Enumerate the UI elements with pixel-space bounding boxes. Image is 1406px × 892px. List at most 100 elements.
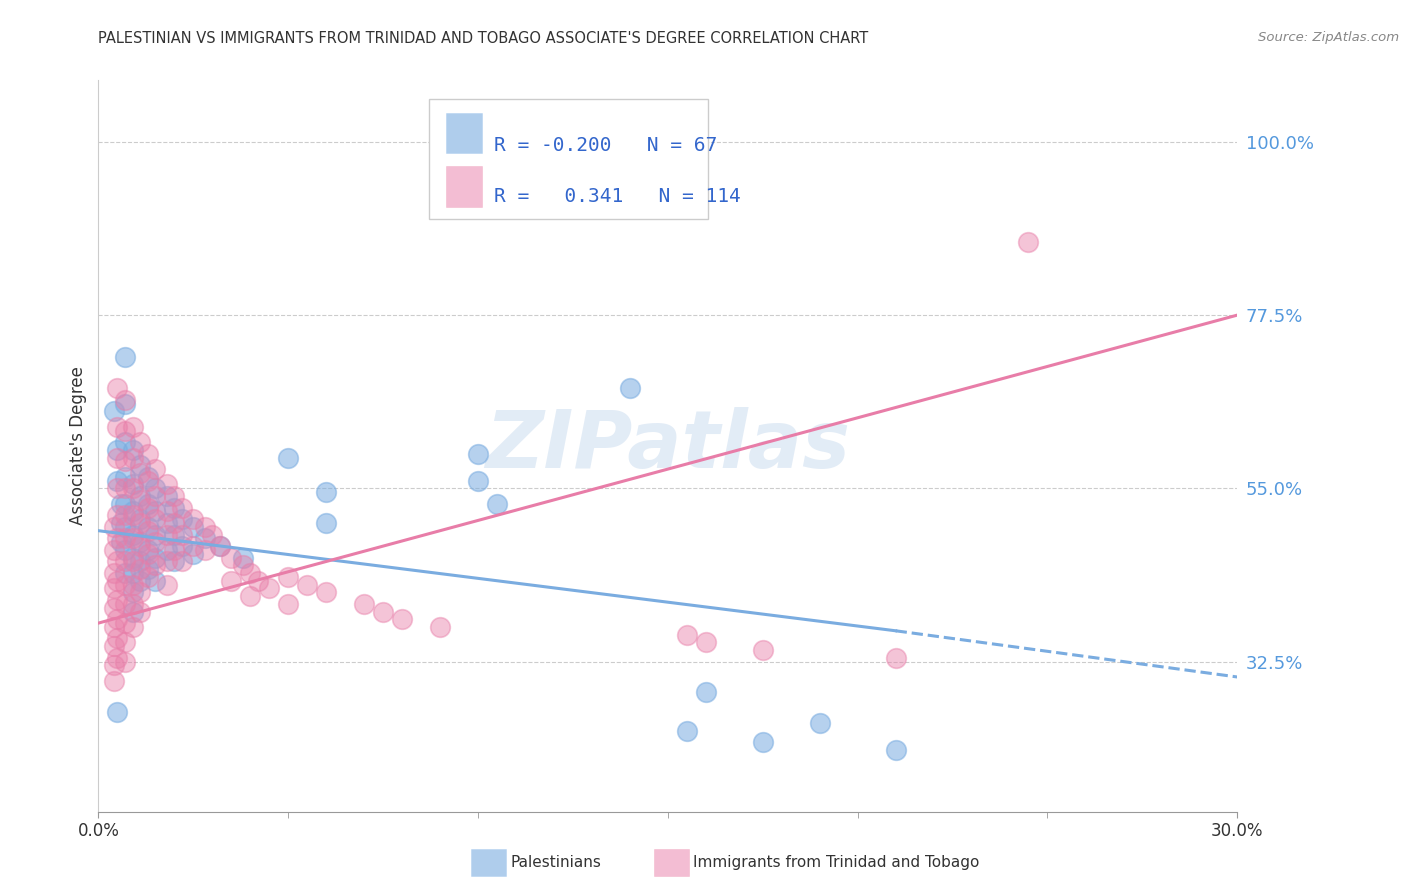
Point	[156, 577, 179, 591]
Point	[136, 543, 159, 558]
Point	[136, 500, 159, 515]
Point	[156, 516, 179, 530]
Point	[114, 351, 136, 365]
Text: R = -0.200   N = 67: R = -0.200 N = 67	[494, 136, 717, 155]
Point	[103, 673, 125, 688]
Point	[107, 532, 129, 546]
Point	[103, 404, 125, 418]
Point	[752, 643, 775, 657]
Point	[145, 574, 167, 588]
Point	[156, 543, 179, 558]
Point	[183, 547, 205, 561]
Point	[121, 577, 143, 591]
Point	[136, 497, 159, 511]
Point	[246, 574, 269, 588]
Point	[107, 612, 129, 626]
Point	[221, 550, 243, 565]
Point	[121, 605, 143, 619]
Y-axis label: Associate's Degree: Associate's Degree	[69, 367, 87, 525]
Point	[277, 597, 299, 611]
Point	[129, 574, 152, 588]
Point	[103, 543, 125, 558]
Point	[129, 466, 152, 480]
Point	[232, 558, 254, 573]
Point	[208, 539, 231, 553]
Point	[129, 562, 152, 576]
Point	[170, 539, 193, 553]
Point	[107, 574, 129, 588]
Point	[121, 419, 143, 434]
Point	[467, 447, 489, 461]
Point	[103, 566, 125, 580]
Point	[107, 474, 129, 488]
Point	[156, 527, 179, 541]
Point	[121, 527, 143, 541]
Point	[136, 520, 159, 534]
Point	[315, 485, 337, 500]
Point	[194, 543, 217, 558]
Point	[103, 658, 125, 673]
Point	[194, 532, 217, 546]
Point	[121, 566, 143, 580]
Point	[129, 489, 152, 503]
Point	[129, 585, 152, 599]
Point	[221, 574, 243, 588]
Point	[121, 477, 143, 491]
Point	[107, 381, 129, 395]
Point	[136, 470, 159, 484]
Point	[156, 489, 179, 503]
Point	[107, 419, 129, 434]
Point	[676, 723, 699, 738]
Point	[136, 570, 159, 584]
Point	[163, 500, 186, 515]
Point	[114, 616, 136, 631]
Point	[129, 512, 152, 526]
Point	[107, 508, 129, 523]
Point	[201, 527, 224, 541]
Point	[129, 535, 152, 549]
Point	[121, 550, 143, 565]
Point	[107, 554, 129, 568]
Point	[129, 516, 152, 530]
Point	[145, 489, 167, 503]
Point	[103, 639, 125, 653]
Point	[114, 532, 136, 546]
Point	[114, 454, 136, 468]
Point	[297, 577, 319, 591]
Point	[121, 532, 143, 546]
Point	[121, 585, 143, 599]
Point	[107, 481, 129, 495]
Point	[114, 424, 136, 438]
Point	[129, 539, 152, 553]
Bar	[446, 166, 482, 207]
Point	[145, 504, 167, 518]
Bar	[446, 113, 482, 153]
Point	[107, 593, 129, 607]
Point	[808, 716, 831, 731]
Point	[103, 600, 125, 615]
Point	[277, 450, 299, 465]
Point	[145, 535, 167, 549]
Point	[103, 620, 125, 634]
Point	[170, 500, 193, 515]
Point	[695, 685, 717, 699]
Point	[194, 520, 217, 534]
Point	[114, 481, 136, 495]
Point	[145, 550, 167, 565]
Point	[107, 705, 129, 719]
Point	[114, 397, 136, 411]
Point	[121, 597, 143, 611]
Point	[676, 627, 699, 641]
Point	[315, 516, 337, 530]
Point	[136, 474, 159, 488]
Point	[1018, 235, 1040, 249]
Point	[239, 589, 262, 603]
Point	[163, 527, 186, 541]
Point	[136, 524, 159, 538]
Text: ZIPatlas: ZIPatlas	[485, 407, 851, 485]
Point	[110, 535, 132, 549]
Point	[110, 516, 132, 530]
Point	[156, 477, 179, 491]
Point	[183, 512, 205, 526]
Point	[129, 605, 152, 619]
